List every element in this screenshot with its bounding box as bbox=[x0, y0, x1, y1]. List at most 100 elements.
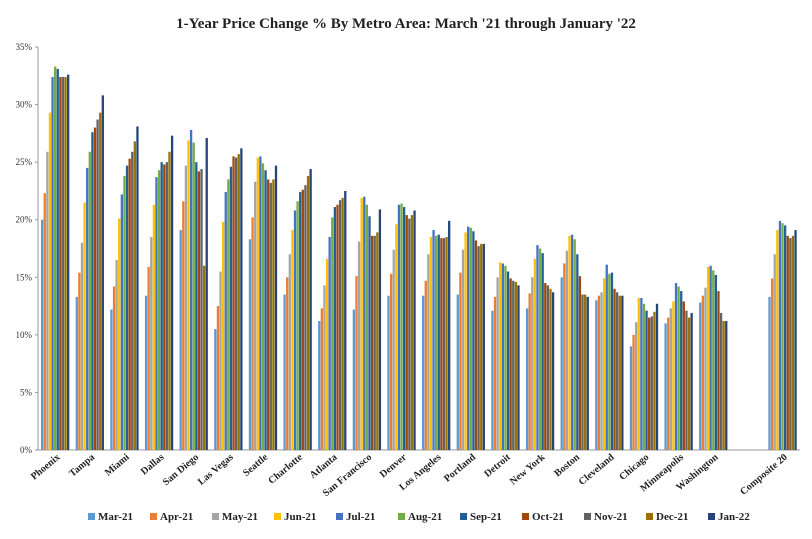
bar bbox=[541, 253, 544, 450]
bar bbox=[645, 310, 648, 450]
bar bbox=[674, 283, 678, 450]
bar bbox=[786, 235, 789, 450]
bar bbox=[306, 175, 310, 450]
bar bbox=[469, 227, 472, 450]
legend-label: Dec-21 bbox=[656, 511, 688, 523]
bar bbox=[442, 238, 446, 450]
bar bbox=[600, 292, 603, 450]
bar bbox=[781, 223, 784, 450]
bar bbox=[67, 74, 70, 450]
bar bbox=[86, 167, 89, 450]
bar bbox=[318, 321, 321, 450]
bar bbox=[254, 181, 257, 450]
bar bbox=[352, 309, 356, 450]
bar bbox=[456, 294, 459, 450]
bar bbox=[61, 76, 65, 450]
bar bbox=[605, 264, 608, 450]
bar bbox=[704, 287, 707, 450]
x-tick-label: Tampa bbox=[67, 452, 97, 479]
bar bbox=[272, 179, 275, 450]
bar bbox=[413, 210, 416, 450]
legend-swatch bbox=[398, 513, 405, 520]
bar bbox=[776, 230, 779, 450]
bar bbox=[400, 203, 403, 450]
legend-swatch bbox=[460, 513, 467, 520]
bar bbox=[514, 281, 517, 450]
bar bbox=[595, 300, 598, 450]
bar bbox=[435, 235, 438, 450]
bar bbox=[189, 129, 193, 450]
y-tick-label: 5% bbox=[20, 387, 33, 397]
bar bbox=[608, 273, 611, 450]
bar bbox=[531, 277, 534, 450]
legend-swatch bbox=[150, 513, 157, 520]
bar bbox=[200, 169, 203, 451]
bar bbox=[56, 68, 59, 450]
bar bbox=[283, 294, 286, 450]
bar bbox=[680, 291, 683, 450]
bar bbox=[422, 295, 425, 450]
bar bbox=[472, 231, 475, 450]
bar bbox=[323, 285, 326, 450]
bar bbox=[256, 157, 259, 451]
bar bbox=[480, 243, 483, 450]
bar bbox=[685, 310, 688, 450]
bar bbox=[682, 301, 685, 450]
bar bbox=[635, 322, 638, 450]
bar bbox=[597, 295, 601, 450]
bar bbox=[296, 201, 299, 450]
x-tick-label: Detroit bbox=[482, 451, 513, 479]
bar bbox=[482, 243, 485, 450]
bar bbox=[778, 220, 782, 450]
bar bbox=[80, 242, 84, 450]
bar bbox=[187, 140, 190, 450]
y-tick-label: 10% bbox=[16, 330, 33, 340]
x-tick-label: Las Vegas bbox=[196, 452, 236, 488]
bar bbox=[581, 294, 584, 450]
legend-label: Oct-21 bbox=[532, 511, 564, 523]
bar bbox=[192, 142, 195, 450]
legend-swatch bbox=[88, 513, 95, 520]
legend-label: Jul-21 bbox=[346, 511, 375, 523]
bar bbox=[120, 194, 123, 450]
bar bbox=[304, 185, 307, 451]
bar bbox=[48, 112, 52, 450]
bar bbox=[395, 224, 398, 450]
bar bbox=[616, 292, 619, 450]
bar bbox=[610, 272, 614, 450]
bar bbox=[365, 204, 369, 450]
bar bbox=[602, 278, 606, 450]
bar bbox=[491, 310, 494, 450]
x-tick-label: Denver bbox=[378, 452, 409, 481]
bar bbox=[99, 112, 102, 450]
bar bbox=[499, 262, 502, 450]
bar bbox=[221, 222, 225, 450]
bar bbox=[568, 235, 571, 450]
bar bbox=[712, 270, 715, 450]
legend-swatch bbox=[274, 513, 281, 520]
bar bbox=[155, 177, 158, 451]
bar bbox=[110, 309, 113, 450]
bar bbox=[160, 162, 163, 450]
bar bbox=[299, 192, 302, 450]
bar bbox=[389, 273, 393, 450]
bar bbox=[578, 276, 582, 450]
bar bbox=[653, 311, 656, 450]
bar bbox=[184, 165, 188, 450]
bar bbox=[387, 295, 390, 450]
legend-swatch bbox=[336, 513, 343, 520]
bar bbox=[363, 196, 366, 450]
bar bbox=[163, 164, 166, 450]
bar bbox=[123, 175, 126, 450]
bar bbox=[101, 95, 104, 451]
bar bbox=[408, 218, 411, 450]
bar bbox=[152, 204, 156, 450]
bar bbox=[248, 239, 252, 450]
y-tick-label: 25% bbox=[16, 157, 33, 167]
bar bbox=[331, 217, 334, 450]
bar bbox=[232, 156, 235, 450]
bar bbox=[144, 295, 148, 450]
x-tick-label: New York bbox=[508, 452, 548, 488]
bar bbox=[237, 154, 240, 450]
